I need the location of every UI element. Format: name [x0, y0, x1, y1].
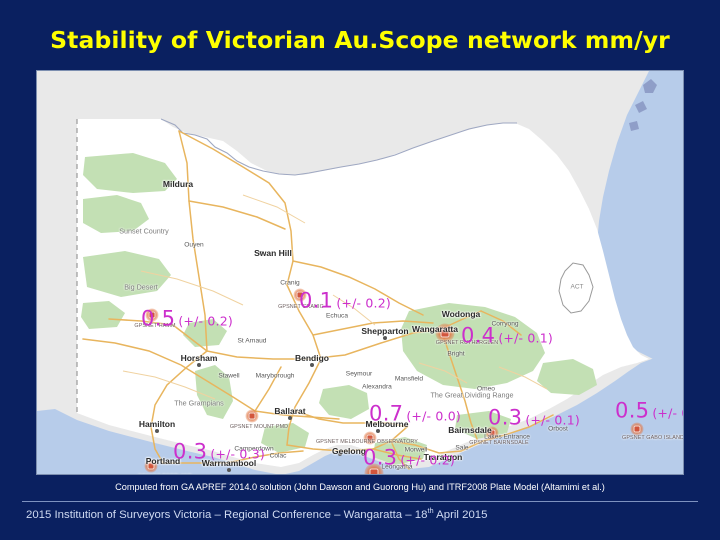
city-dot [259, 251, 263, 255]
city-dot [166, 182, 170, 186]
map-base-graphic [37, 71, 683, 474]
station-marker[interactable] [245, 409, 259, 423]
velocity-value: 0.5 [141, 306, 176, 331]
station-marker[interactable] [145, 308, 159, 322]
velocity-error: (+/- 0.1) [525, 412, 580, 428]
city-dot [310, 363, 314, 367]
station-marker[interactable] [293, 288, 307, 302]
city-dot [155, 429, 159, 433]
velocity-value: 0.5 [615, 398, 650, 423]
velocity-error: (+/- 0.2) [178, 313, 233, 329]
velocity-error: (+/- 0.3) [210, 446, 265, 462]
velocity-error: (+/- 0.2) [400, 452, 455, 468]
velocity-value: 0.3 [488, 405, 523, 430]
velocity-label: 0.3(+/- 0.4) [274, 472, 366, 474]
velocity-label: 0.5(+/- 0.2) [615, 398, 683, 423]
velocity-value: 0.3 [274, 472, 308, 474]
footer-conference-line: 2015 Institution of Surveyors Victoria –… [26, 506, 487, 521]
station-marker[interactable] [363, 431, 377, 445]
footer-divider [22, 501, 698, 502]
velocity-label: 0.1 (+/- 0.2) [299, 288, 391, 313]
city-dot [338, 452, 342, 456]
footer-conference-ordinal: th [427, 506, 434, 515]
velocity-value: 0.3 [173, 439, 208, 464]
velocity-value: 0.4 [461, 323, 496, 348]
velocity-label: 0.3 (+/- 0.3) [173, 439, 265, 464]
city-dot [383, 336, 387, 340]
velocity-label: 0.3 (+/- 0.2) [363, 445, 455, 470]
footer-source-note: Computed from GA APREF 2014.0 solution (… [115, 482, 605, 492]
station-marker[interactable] [485, 426, 499, 440]
city-dot [376, 429, 380, 433]
velocity-value: 0.1 [299, 288, 334, 313]
footer-conference-pre: 2015 Institution of Surveyors Victoria –… [26, 508, 428, 521]
footer-conference-post: April 2015 [433, 508, 488, 521]
velocity-error: (+/- 0.1) [498, 330, 553, 346]
station-marker[interactable] [630, 422, 644, 436]
velocity-label: 0.5(+/- 0.2) [141, 306, 233, 331]
city-dot [227, 468, 231, 472]
city-dot [288, 416, 292, 420]
velocity-error: (+/- 0.2) [652, 405, 683, 421]
velocity-label: 0.7 (+/- 0.0) [369, 401, 461, 426]
velocity-error: (+/- 0.2) [336, 295, 391, 311]
velocity-value: 0.3 [363, 445, 398, 470]
velocity-value: 0.7 [369, 401, 404, 426]
velocity-error: (+/- 0.0) [406, 408, 461, 424]
map-container[interactable]: GPSNET HAMM GPSNET CRANIG GPSNET RUTHERG… [36, 70, 684, 475]
page-title: Stability of Victorian Au.Scope network … [50, 26, 670, 54]
velocity-label: 0.3 (+/- 0.1) [488, 405, 580, 430]
city-dot [197, 363, 201, 367]
station-marker[interactable] [364, 463, 384, 474]
velocity-label: 0.4 (+/- 0.1) [461, 323, 553, 348]
station-marker[interactable] [144, 459, 158, 473]
station-marker[interactable] [435, 323, 455, 343]
map-canvas[interactable]: GPSNET HAMM GPSNET CRANIG GPSNET RUTHERG… [37, 71, 683, 474]
station-label: GPSNET PORTLAND [138, 474, 192, 475]
